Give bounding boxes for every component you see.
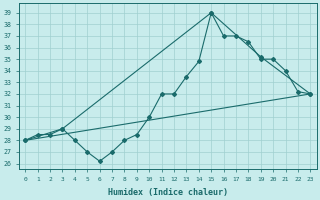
X-axis label: Humidex (Indice chaleur): Humidex (Indice chaleur) bbox=[108, 188, 228, 197]
